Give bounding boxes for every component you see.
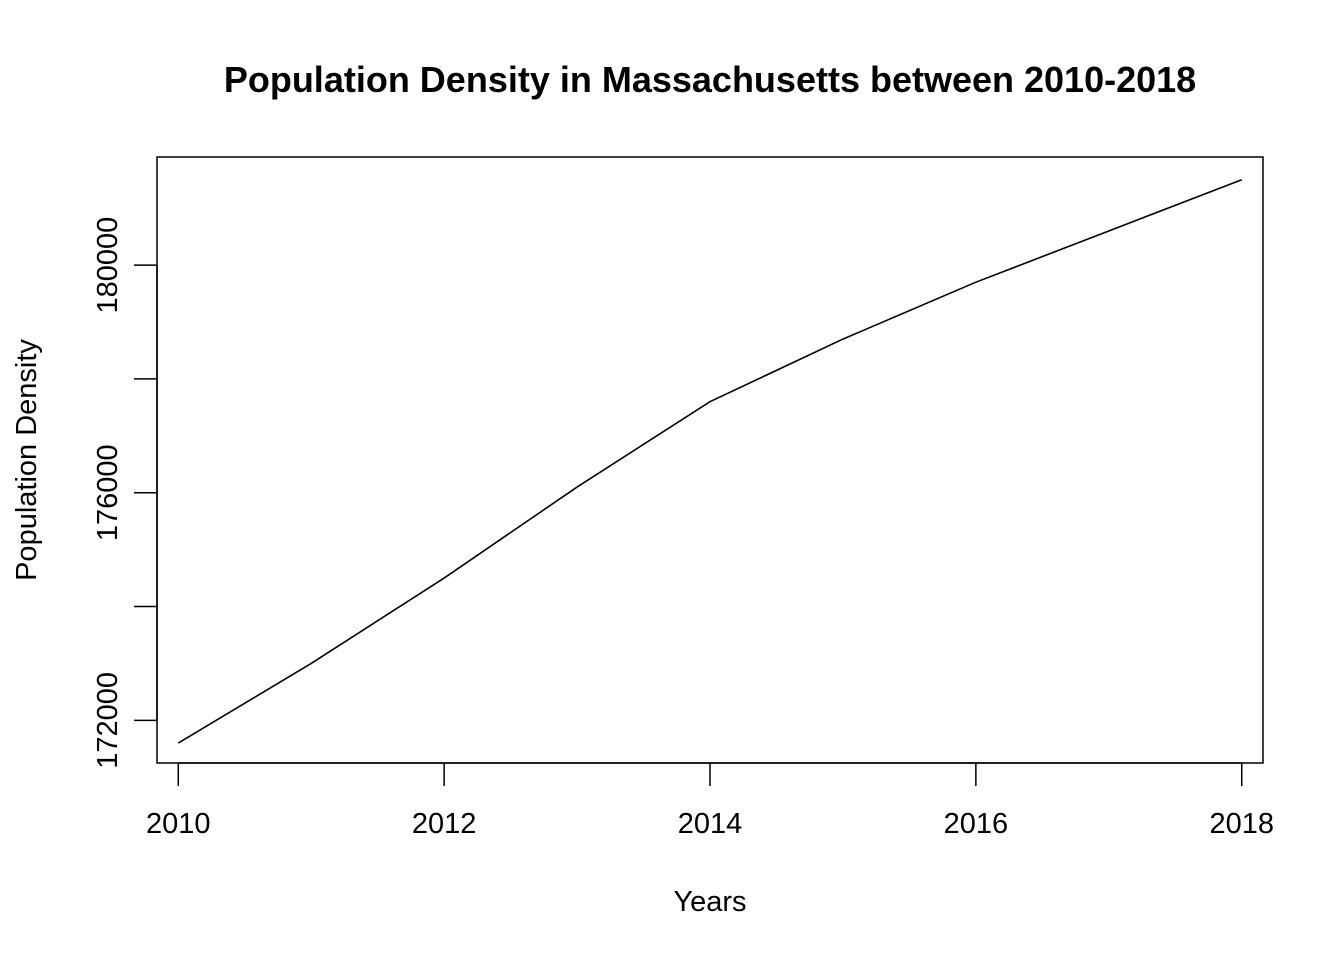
- plot-frame: [157, 157, 1263, 763]
- x-axis-label: Years: [673, 886, 746, 918]
- y-tick-label: 180000: [92, 217, 124, 314]
- y-axis: 172000 176000 180000: [92, 217, 157, 769]
- x-tick-label: 2016: [944, 808, 1009, 840]
- x-tick-label: 2018: [1209, 808, 1274, 840]
- x-tick-label: 2010: [146, 808, 211, 840]
- y-axis-label: Population Density: [11, 339, 43, 581]
- chart-title: Population Density in Massachusetts betw…: [224, 59, 1196, 100]
- x-tick-label: 2014: [678, 808, 743, 840]
- y-tick-label: 172000: [92, 672, 124, 769]
- series-group: [178, 180, 1241, 743]
- x-axis: 2010 2012 2014 2016 2018: [146, 763, 1274, 840]
- y-tick-label: 176000: [92, 444, 124, 541]
- x-tick-label: 2012: [412, 808, 477, 840]
- series-line: [178, 180, 1241, 743]
